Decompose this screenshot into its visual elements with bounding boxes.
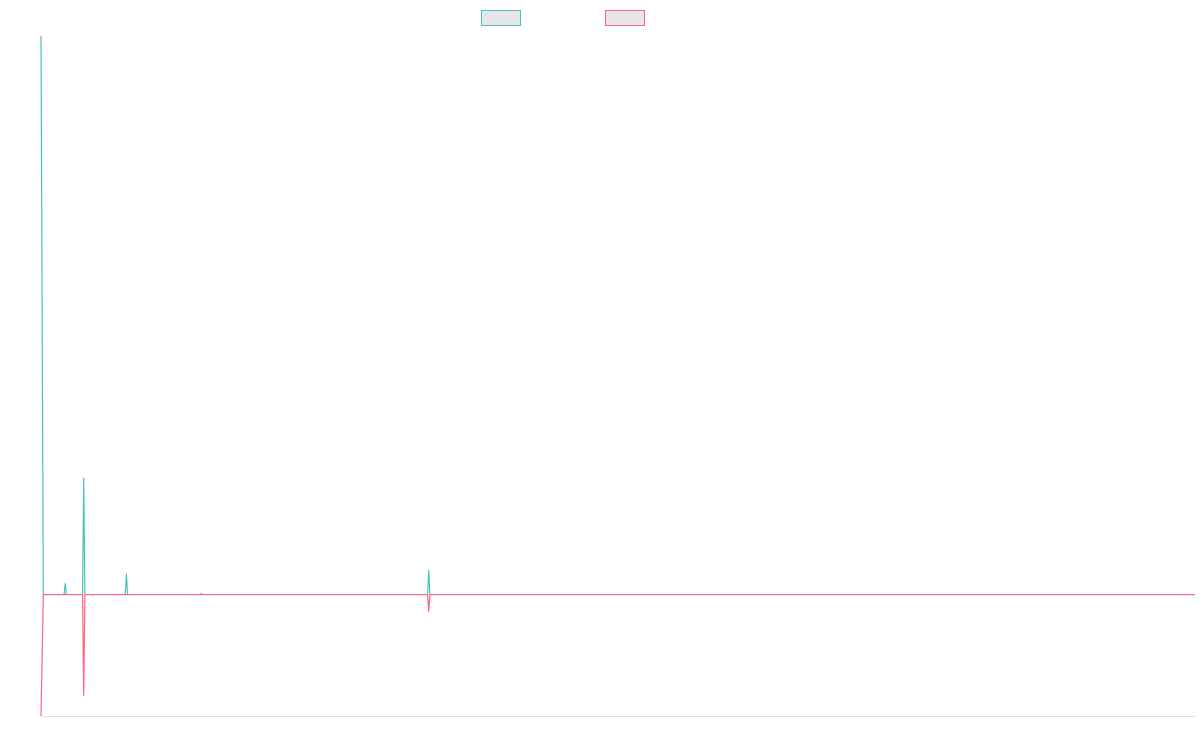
series-line-1 [40,35,1195,596]
series-layer [40,35,1195,717]
legend [481,10,645,26]
legend-swatch-2[interactable] [605,10,645,26]
legend-swatch-1[interactable] [481,10,521,26]
series-line-2 [40,593,1195,717]
